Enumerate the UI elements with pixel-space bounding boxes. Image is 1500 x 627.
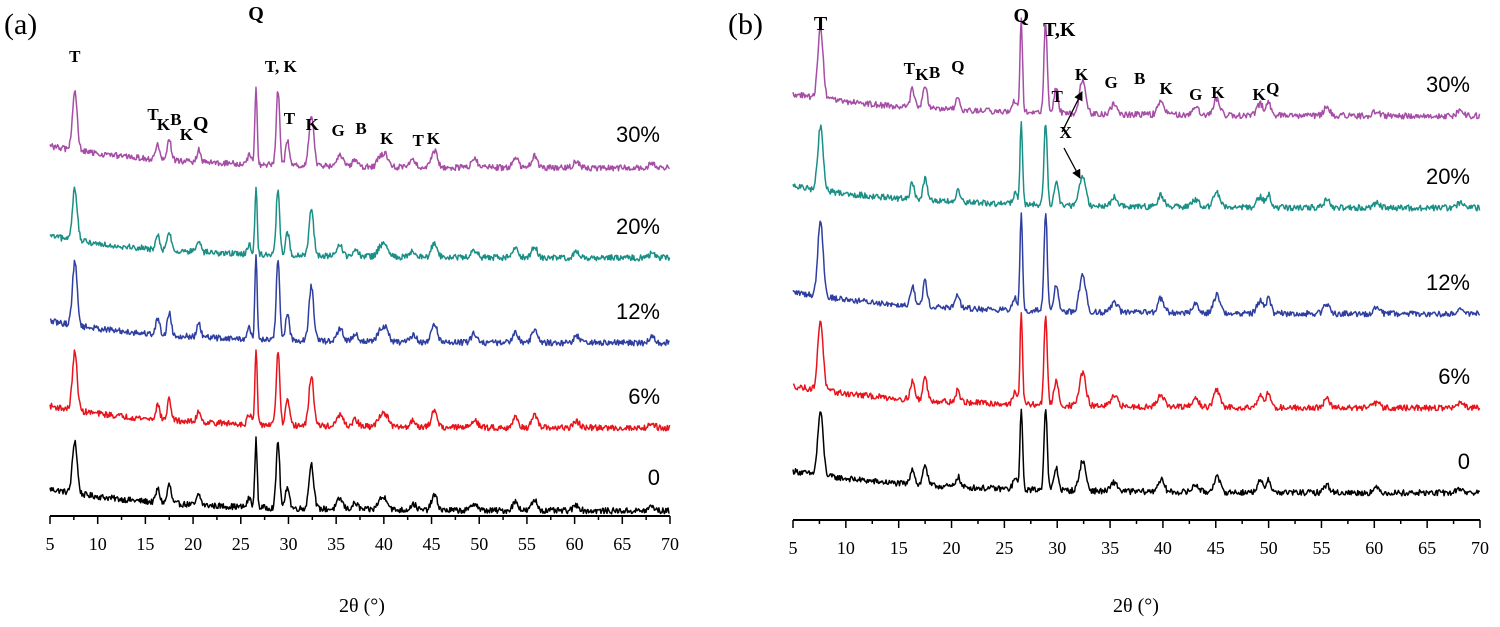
- series-label-b-12pct: 12%: [1426, 270, 1470, 295]
- x-tick-label-b-70: 70: [1471, 538, 1489, 558]
- series-label-a-12pct: 12%: [616, 299, 660, 324]
- x-tick-label-a-20: 20: [184, 534, 202, 554]
- peak-annotation-b-11: K: [1159, 79, 1173, 98]
- x-tick-label-a-15: 15: [136, 534, 154, 554]
- peak-annotation-b-6: T,K: [1043, 19, 1076, 41]
- x-tick-label-a-25: 25: [232, 534, 250, 554]
- x-tick-label-a-5: 5: [46, 534, 55, 554]
- peak-annotation-a-14: K: [427, 129, 441, 148]
- peak-annotation-a-6: Q: [248, 3, 264, 25]
- peak-annotation-b-9: G: [1104, 73, 1117, 92]
- x-tick-label-a-10: 10: [89, 534, 107, 554]
- panel-b-x-axis: 5 10 15 20 25 30 35 40 45 50 55 60 65 70: [789, 519, 1489, 558]
- x-tick-label-a-60: 60: [566, 534, 584, 554]
- peak-annotation-a-8: T: [284, 109, 296, 128]
- panel-a-x-axis: 5 10 15 20 25 30 35 40 45 50 55 60 65 70: [46, 515, 679, 554]
- x-tick-label-b-55: 55: [1312, 538, 1330, 558]
- series-label-b-20pct: 20%: [1426, 164, 1470, 189]
- panel-b-peak-annotations: TT K B QQT,KTK G BK G K K QX: [814, 5, 1280, 142]
- peak-annotation-a-1: T: [147, 105, 159, 124]
- x-tick-label-a-70: 70: [661, 534, 679, 554]
- panel-a-traces: [49, 86, 671, 515]
- series-label-a-6pct: 6%: [628, 384, 660, 409]
- series-label-a-30pct: 30%: [616, 122, 660, 147]
- x-tick-label-b-30: 30: [1048, 538, 1066, 558]
- panel-b-traces: [792, 17, 1481, 497]
- peak-annotation-b-12: G: [1189, 85, 1202, 104]
- peak-annotation-b-14: K: [1252, 85, 1266, 104]
- peak-annotation-a-4: K: [180, 125, 194, 144]
- series-label-a-0: 0: [648, 465, 660, 490]
- peak-annotation-a-10: G: [331, 121, 344, 140]
- x-tick-label-a-65: 65: [613, 534, 631, 554]
- peak-annotation-a-2: K: [157, 115, 171, 134]
- x-tick-label-b-45: 45: [1207, 538, 1225, 558]
- trace-b-12pct: [792, 212, 1481, 318]
- panel-b-label: (b): [728, 8, 763, 41]
- panel-a-series-labels: 0 6% 12% 20% 30%: [616, 122, 660, 490]
- peak-annotation-b-10: B: [1134, 69, 1145, 88]
- peak-annotation-b-5: Q: [1014, 5, 1030, 27]
- peak-annotation-b-1: T: [904, 59, 916, 78]
- panel-a-peak-annotations: TTK BK QQT, KT K G BK T K: [69, 3, 441, 150]
- x-tick-label-a-35: 35: [327, 534, 345, 554]
- panel-b-series-labels: 0 6% 12% 20% 30%: [1426, 72, 1470, 474]
- peak-annotation-b-13: K: [1211, 83, 1225, 102]
- peak-annotation-a-13: T: [413, 131, 425, 150]
- x-arrow-down: [1063, 147, 1081, 179]
- peak-annotation-a-0: T: [69, 47, 81, 66]
- panel-a: (a) 06%12%20%30% TTK BK QQT, KT K G BK T K 5 10 1…: [4, 3, 679, 617]
- peak-annotation-b-7: T: [1052, 87, 1064, 106]
- x-tick-label-b-65: 65: [1418, 538, 1436, 558]
- panel-a-x-axis-title: 2θ (°): [339, 595, 385, 617]
- x-tick-label-b-35: 35: [1101, 538, 1119, 558]
- trace-a-6pct: [49, 349, 671, 432]
- panel-b: (b) 06%12%20%30% TT K B QQT,KTK G BK G K K QX 5 10…: [728, 5, 1489, 617]
- peak-annotation-b-16: X: [1060, 123, 1073, 142]
- series-label-a-20pct: 20%: [616, 214, 660, 239]
- peak-annotation-a-12: K: [380, 129, 394, 148]
- peak-annotation-a-3: B: [170, 110, 181, 129]
- trace-a-12pct: [49, 254, 670, 347]
- peak-annotation-a-5: Q: [193, 113, 209, 135]
- x-tick-label-a-50: 50: [470, 534, 488, 554]
- peak-annotation-b-4: Q: [951, 57, 964, 76]
- peak-annotation-b-15: Q: [1266, 79, 1279, 98]
- trace-b-6pct: [792, 311, 1481, 412]
- peak-annotation-b-0: T: [814, 13, 828, 35]
- x-tick-label-a-30: 30: [279, 534, 297, 554]
- x-arrow-up: [1061, 91, 1083, 133]
- panel-a-label: (a): [4, 8, 37, 41]
- panel-b-x-arrows: [1061, 91, 1083, 179]
- series-label-b-30pct: 30%: [1426, 72, 1470, 97]
- x-tick-label-a-45: 45: [423, 534, 441, 554]
- trace-b-30pct: [792, 17, 1481, 120]
- peak-annotation-a-9: K: [306, 115, 320, 134]
- x-tick-label-b-20: 20: [943, 538, 961, 558]
- peak-annotation-b-8: K: [1075, 65, 1089, 84]
- x-tick-label-a-55: 55: [518, 534, 536, 554]
- peak-annotation-b-3: B: [929, 63, 940, 82]
- peak-annotation-a-11: B: [355, 119, 366, 138]
- x-tick-label-b-5: 5: [789, 538, 798, 558]
- peak-annotation-a-7: T, K: [265, 57, 298, 76]
- panel-b-x-axis-title: 2θ (°): [1113, 595, 1159, 617]
- x-tick-label-b-50: 50: [1260, 538, 1278, 558]
- trace-a-0: [49, 436, 670, 515]
- trace-a-20pct: [49, 186, 671, 262]
- trace-b-0: [792, 408, 1481, 497]
- x-tick-label-a-40: 40: [375, 534, 393, 554]
- series-label-b-0: 0: [1458, 449, 1470, 474]
- x-tick-label-b-60: 60: [1365, 538, 1383, 558]
- x-tick-label-b-15: 15: [890, 538, 908, 558]
- x-tick-label-b-10: 10: [837, 538, 855, 558]
- x-tick-label-b-25: 25: [995, 538, 1013, 558]
- trace-b-20pct: [792, 121, 1481, 212]
- trace-a-30pct: [49, 86, 671, 172]
- peak-annotation-b-2: K: [915, 65, 929, 84]
- x-tick-label-b-40: 40: [1154, 538, 1172, 558]
- series-label-b-6pct: 6%: [1438, 364, 1470, 389]
